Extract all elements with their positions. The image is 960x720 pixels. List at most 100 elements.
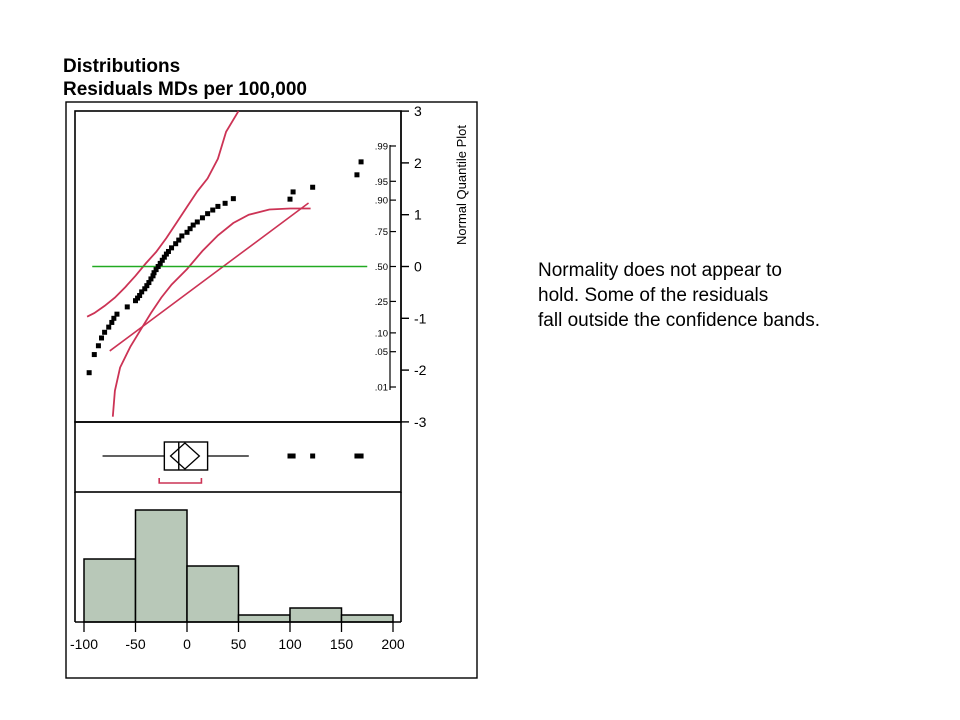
probability-tick-label: .75 — [375, 227, 388, 238]
probability-tick-label: .25 — [375, 297, 388, 308]
histogram-tick-label: 150 — [330, 636, 354, 652]
quantile-point — [91, 352, 97, 358]
report-subtitle: Residuals MDs per 100,000 — [63, 79, 307, 100]
quantile-point — [187, 226, 193, 232]
quantile-tick-label: 2 — [414, 155, 422, 171]
quantile-point — [230, 196, 236, 202]
probability-tick-label: .95 — [375, 177, 388, 188]
histogram-bar — [340, 614, 394, 623]
box-outlier — [310, 453, 316, 459]
quantile-point — [157, 260, 163, 266]
quantile-point — [114, 311, 120, 317]
quantile-point — [109, 319, 115, 325]
probability-tick-label: .90 — [375, 196, 388, 207]
quantile-point — [151, 270, 157, 276]
quantile-point — [310, 184, 316, 190]
quantile-point — [102, 329, 108, 335]
interpretation-note: Normality does not appear to hold. Some … — [538, 258, 820, 333]
quantile-point — [354, 172, 360, 178]
quantile-point — [210, 207, 216, 213]
quantile-point — [99, 335, 105, 341]
note-line: hold. Some of the residuals — [538, 285, 769, 306]
quantile-point — [199, 215, 205, 221]
quantile-point — [106, 324, 112, 330]
histogram-bar — [289, 607, 343, 623]
probability-tick-label: .99 — [375, 141, 388, 152]
quantile-point — [163, 251, 169, 257]
note-line: Normality does not appear to — [538, 260, 782, 281]
box-outlier — [290, 453, 296, 459]
quantile-point — [173, 241, 179, 247]
histogram-tick-label: -50 — [125, 636, 145, 652]
lower-confidence-band — [111, 207, 311, 417]
quantile-point — [169, 245, 175, 251]
quantile-point — [287, 196, 293, 202]
shortest-half-bracket — [158, 478, 203, 484]
quantile-point — [124, 304, 130, 310]
quantile-point — [95, 343, 101, 349]
quantile-point — [153, 267, 159, 273]
upper-confidence-band — [86, 110, 240, 318]
quantile-point — [142, 286, 148, 292]
box-outlier — [287, 453, 293, 459]
quantile-tick-label: 0 — [414, 259, 422, 275]
quantile-point — [358, 159, 364, 165]
probability-tick-label: .05 — [375, 347, 388, 358]
histogram-bar — [83, 558, 137, 623]
quantile-point — [215, 203, 221, 209]
note-line: fall outside the confidence bands. — [538, 310, 821, 331]
report-title: Distributions — [63, 56, 181, 77]
outer-frame — [65, 101, 478, 679]
quantile-point — [290, 189, 296, 195]
histogram-panel: -100 -50 0 50 100 150 200 — [70, 492, 405, 652]
normal-quantile-panel: 3 2 1 0 -1 -2 -3 .99 .95 .90 .75 .50 .25 .10 .05 .01 No… — [74, 103, 469, 430]
quantile-point — [176, 237, 182, 243]
quantile-point — [133, 298, 138, 304]
probability-tick-label: .10 — [375, 328, 388, 339]
quantile-point — [222, 200, 228, 206]
quantile-tick-label: 3 — [414, 103, 422, 119]
quantile-tick-label: 1 — [414, 207, 422, 223]
quantile-point — [150, 273, 156, 279]
probability-tick-label: .01 — [375, 383, 388, 394]
histogram-bar — [134, 509, 188, 623]
quantile-tick-label: -2 — [414, 362, 427, 378]
quantile-point — [137, 293, 143, 299]
box-plot-frame — [74, 421, 402, 493]
quantile-point — [159, 257, 165, 263]
histogram-tick-label: -100 — [70, 636, 98, 652]
quantile-point — [144, 283, 150, 289]
histogram-tick-label: 100 — [278, 636, 302, 652]
probability-tick-label: .50 — [375, 262, 388, 273]
quantile-point — [165, 248, 171, 254]
quantile-point — [86, 370, 92, 376]
quantile-point — [190, 222, 196, 228]
quantile-tick-label: -1 — [414, 310, 427, 326]
quantile-point — [161, 254, 167, 260]
normal-quantile-axis-title: Normal Quantile Plot — [454, 125, 469, 245]
outlier-box-plot-panel — [74, 421, 402, 493]
box-outlier — [358, 453, 364, 459]
histogram-bar — [186, 565, 240, 623]
quantile-point — [194, 219, 200, 225]
quantile-point — [205, 211, 211, 217]
box-outlier — [354, 453, 360, 459]
fit-line — [109, 202, 310, 352]
histogram-tick-label: 0 — [183, 636, 191, 652]
mean-diamond — [169, 442, 201, 470]
histogram-tick-label: 50 — [231, 636, 247, 652]
quantile-point — [179, 233, 185, 239]
histogram-tick-label: 200 — [381, 636, 405, 652]
quantile-point — [111, 315, 117, 321]
histogram-bar — [237, 614, 291, 623]
box-iqr — [163, 441, 209, 471]
quantile-point — [184, 229, 190, 235]
quantile-point — [155, 264, 161, 269]
quantile-point — [148, 276, 154, 282]
quantile-point — [135, 295, 141, 301]
quantile-point — [146, 280, 152, 286]
quantile-point — [139, 289, 145, 295]
quantile-tick-label: -3 — [414, 414, 427, 430]
